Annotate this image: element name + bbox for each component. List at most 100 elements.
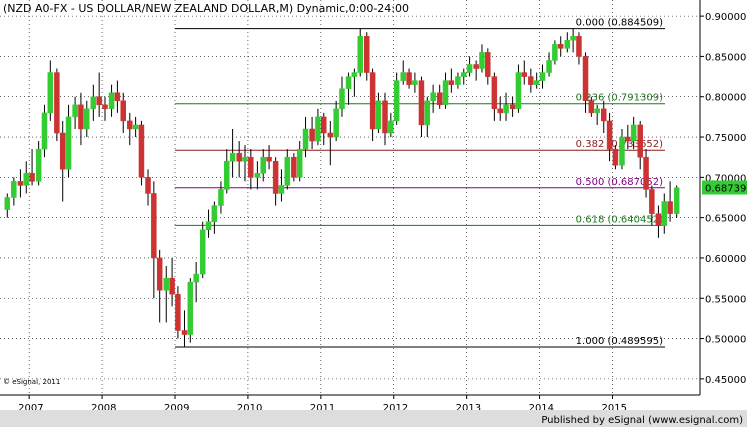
candle-down bbox=[114, 92, 121, 102]
candle-down bbox=[321, 116, 327, 134]
candle-down bbox=[169, 277, 175, 295]
candle-up bbox=[424, 100, 431, 126]
candle-up bbox=[229, 152, 236, 162]
x-axis-ticks: 2007 2008 2009 2010 2011 2012 2013 2014 2015 bbox=[18, 395, 627, 414]
candlestick-series bbox=[4, 29, 680, 347]
last-price-label: 0.68739 bbox=[705, 184, 746, 195]
candle-down bbox=[588, 100, 595, 114]
candle-up bbox=[218, 189, 224, 206]
candle-up bbox=[673, 187, 680, 214]
candle-up bbox=[65, 116, 72, 170]
candle-up bbox=[351, 72, 358, 77]
candle-up bbox=[375, 100, 382, 130]
publisher-credit: Published by eSignal (www.esignal.com) bbox=[541, 415, 743, 426]
candle-up bbox=[296, 148, 303, 178]
y-tick-label: 0.600009 bbox=[705, 254, 747, 265]
candle-up bbox=[23, 173, 29, 186]
candle-down bbox=[637, 124, 643, 158]
candle-up bbox=[400, 72, 406, 81]
candle-down bbox=[612, 148, 619, 166]
y-tick-label: 0.500009 bbox=[705, 335, 747, 346]
x-tick-label: 2011 bbox=[310, 403, 335, 414]
candle-down bbox=[382, 100, 388, 134]
fib-level-label: 1.000 (0.489595) bbox=[576, 336, 663, 347]
candle-down bbox=[78, 104, 84, 130]
candle-up bbox=[357, 36, 363, 73]
candle-up bbox=[533, 80, 540, 85]
candle-up bbox=[90, 96, 97, 110]
candle-up bbox=[4, 197, 11, 210]
candle-up bbox=[594, 108, 600, 114]
x-tick-label: 2007 bbox=[18, 403, 43, 414]
candle-down bbox=[625, 136, 631, 142]
candle-up bbox=[503, 104, 509, 114]
candle-up bbox=[224, 160, 230, 190]
candle-up bbox=[388, 120, 394, 134]
candle-down bbox=[509, 104, 516, 110]
candle-down bbox=[17, 181, 24, 186]
y-tick-label: 0.750009 bbox=[705, 133, 747, 144]
y-tick-label: 0.700009 bbox=[705, 173, 747, 184]
candle-down bbox=[448, 80, 455, 85]
x-tick-label: 2008 bbox=[91, 403, 116, 414]
y-tick-label: 0.450009 bbox=[705, 375, 747, 386]
candle-up bbox=[455, 76, 461, 85]
candle-up bbox=[539, 72, 546, 81]
candle-up bbox=[84, 108, 90, 130]
y-tick-label: 0.900009 bbox=[705, 12, 747, 23]
candle-up bbox=[442, 80, 449, 106]
candle-up bbox=[345, 76, 352, 89]
fib-level-label: 0.618 (0.640452) bbox=[576, 214, 663, 225]
candle-up bbox=[515, 72, 522, 110]
candle-up bbox=[41, 112, 48, 150]
last-price-box bbox=[702, 180, 747, 195]
candle-down bbox=[248, 156, 254, 178]
candle-up bbox=[393, 80, 400, 122]
candle-down bbox=[156, 257, 163, 291]
fib-level-label: 0.000 (0.884509) bbox=[576, 18, 663, 29]
candle-down bbox=[29, 173, 35, 182]
candle-down bbox=[521, 72, 528, 77]
candle-down bbox=[96, 96, 102, 106]
fib-level-label: 0.500 (0.687052) bbox=[576, 177, 663, 188]
y-tick-label: 0.850009 bbox=[705, 52, 747, 63]
candle-up bbox=[570, 36, 576, 41]
candle-up bbox=[284, 156, 291, 186]
last-price-marker: 0.68739 bbox=[702, 180, 747, 195]
candle-up bbox=[199, 229, 206, 275]
candle-up bbox=[278, 185, 285, 194]
candle-down bbox=[582, 56, 589, 102]
candle-down bbox=[54, 72, 60, 134]
candle-up bbox=[205, 221, 212, 230]
candle-down bbox=[528, 76, 534, 85]
candle-down bbox=[406, 72, 412, 85]
candle-down bbox=[491, 76, 498, 110]
candle-down bbox=[272, 160, 279, 194]
candle-up bbox=[430, 92, 436, 102]
x-tick-label: 2010 bbox=[237, 403, 262, 414]
candle-down bbox=[418, 80, 425, 126]
candle-down bbox=[369, 72, 376, 130]
candle-down bbox=[102, 104, 108, 110]
candle-down bbox=[667, 201, 673, 214]
candle-up bbox=[630, 124, 637, 142]
x-tick-label: 2014 bbox=[529, 403, 554, 414]
candle-up bbox=[564, 40, 571, 49]
candle-down bbox=[138, 124, 145, 178]
candle-up bbox=[461, 72, 467, 77]
candle-down bbox=[145, 177, 151, 194]
candle-up bbox=[546, 60, 552, 73]
candle-down bbox=[485, 52, 491, 77]
candle-down bbox=[127, 120, 133, 130]
candle-up bbox=[242, 156, 248, 162]
x-tick-label: 2009 bbox=[164, 403, 189, 414]
candle-down bbox=[291, 156, 297, 178]
candle-up bbox=[661, 201, 668, 226]
candle-down bbox=[601, 108, 607, 122]
candle-down bbox=[473, 64, 479, 69]
candle-up bbox=[163, 277, 169, 291]
candle-up bbox=[302, 128, 309, 150]
candle-down bbox=[557, 44, 564, 49]
